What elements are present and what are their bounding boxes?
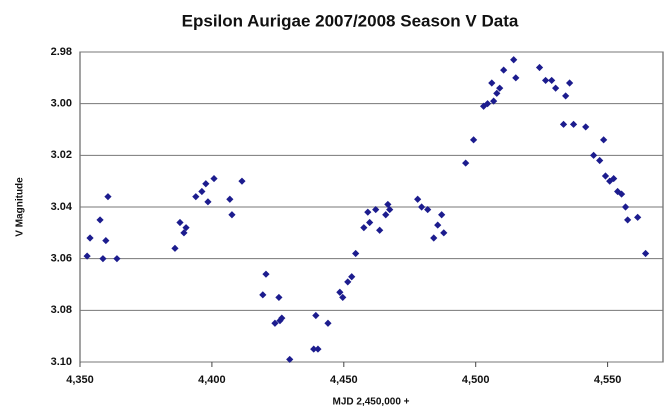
data-point	[360, 224, 368, 232]
data-point	[641, 249, 650, 258]
y-tick-label: 3.02	[51, 149, 72, 161]
data-point	[226, 195, 234, 203]
data-point	[600, 136, 608, 144]
data-point	[352, 249, 360, 258]
x-tick-label: 4,350	[66, 374, 94, 386]
data-point	[96, 216, 104, 224]
y-tick-label: 3.08	[51, 304, 72, 316]
data-point	[276, 317, 284, 325]
x-tick-label: 4,450	[330, 374, 358, 386]
data-point	[339, 293, 347, 302]
data-point	[634, 213, 642, 221]
data-point	[438, 211, 446, 219]
data-point	[104, 193, 112, 201]
data-point	[624, 216, 632, 224]
data-point	[434, 221, 442, 229]
data-point	[382, 211, 390, 219]
chart-title: Epsilon Aurigae 2007/2008 Season V Data	[182, 11, 519, 30]
data-point	[192, 193, 200, 201]
data-point	[99, 255, 107, 263]
data-point	[548, 76, 556, 85]
data-point	[376, 226, 384, 234]
data-point	[510, 56, 518, 64]
data-point	[314, 345, 322, 353]
y-tick-label: 3.00	[51, 98, 72, 110]
data-point	[286, 355, 294, 364]
data-point	[542, 76, 550, 85]
data-point	[278, 314, 286, 322]
data-point	[535, 63, 544, 72]
x-axis-label: MJD 2,450,000 +	[333, 397, 410, 408]
data-point	[490, 97, 498, 105]
y-axis-label: V Magnitude	[15, 177, 26, 237]
data-point	[496, 84, 504, 92]
data-point	[512, 74, 520, 82]
data-point	[610, 174, 618, 183]
data-point	[424, 205, 432, 214]
data-point	[182, 224, 190, 232]
data-point	[364, 208, 372, 216]
data-point	[430, 234, 438, 242]
data-point	[552, 84, 560, 92]
data-point	[312, 311, 320, 320]
data-point	[386, 205, 394, 214]
data-point	[493, 89, 501, 97]
data-point	[275, 293, 283, 302]
data-point	[500, 66, 508, 74]
data-point	[617, 190, 626, 198]
data-point	[204, 198, 212, 206]
data-point	[418, 203, 426, 211]
data-point	[414, 195, 422, 203]
data-point	[601, 172, 610, 180]
data-point	[614, 187, 622, 196]
data-point	[559, 120, 568, 128]
data-point	[176, 218, 184, 227]
data-point	[271, 319, 279, 327]
data-point	[462, 159, 470, 167]
data-point	[348, 273, 356, 281]
data-point	[238, 177, 246, 185]
data-point	[83, 252, 91, 260]
x-tick-label: 4,400	[198, 374, 226, 386]
data-point	[621, 203, 630, 211]
data-point	[324, 319, 332, 327]
data-point	[336, 288, 344, 296]
data-point	[310, 345, 318, 353]
data-point	[262, 270, 270, 278]
data-point	[344, 278, 352, 286]
data-point	[198, 187, 206, 196]
data-point	[366, 218, 374, 227]
data-point	[180, 229, 188, 237]
data-point	[590, 151, 598, 159]
x-tick-label: 4,500	[462, 374, 490, 386]
data-point	[228, 211, 236, 219]
x-tick-label: 4,550	[594, 374, 622, 386]
data-point	[488, 79, 496, 87]
data-point	[480, 102, 488, 110]
data-point	[113, 255, 121, 263]
data-point	[582, 123, 590, 131]
data-point	[596, 156, 604, 165]
y-tick-label: 2.98	[51, 46, 72, 58]
data-point	[202, 180, 210, 188]
y-tick-label: 3.10	[51, 356, 72, 368]
data-point	[566, 79, 574, 87]
data-point	[569, 120, 578, 128]
data-point	[440, 229, 448, 237]
y-tick-label: 3.06	[51, 253, 72, 265]
data-point	[259, 291, 267, 299]
data-point	[171, 244, 179, 252]
y-tick-label: 3.04	[51, 201, 73, 213]
data-point	[562, 92, 570, 100]
data-point	[210, 174, 218, 183]
data-point	[372, 205, 380, 214]
data-point	[469, 136, 478, 144]
data-point	[483, 100, 492, 108]
data-point	[102, 236, 110, 245]
data-point	[86, 234, 94, 242]
